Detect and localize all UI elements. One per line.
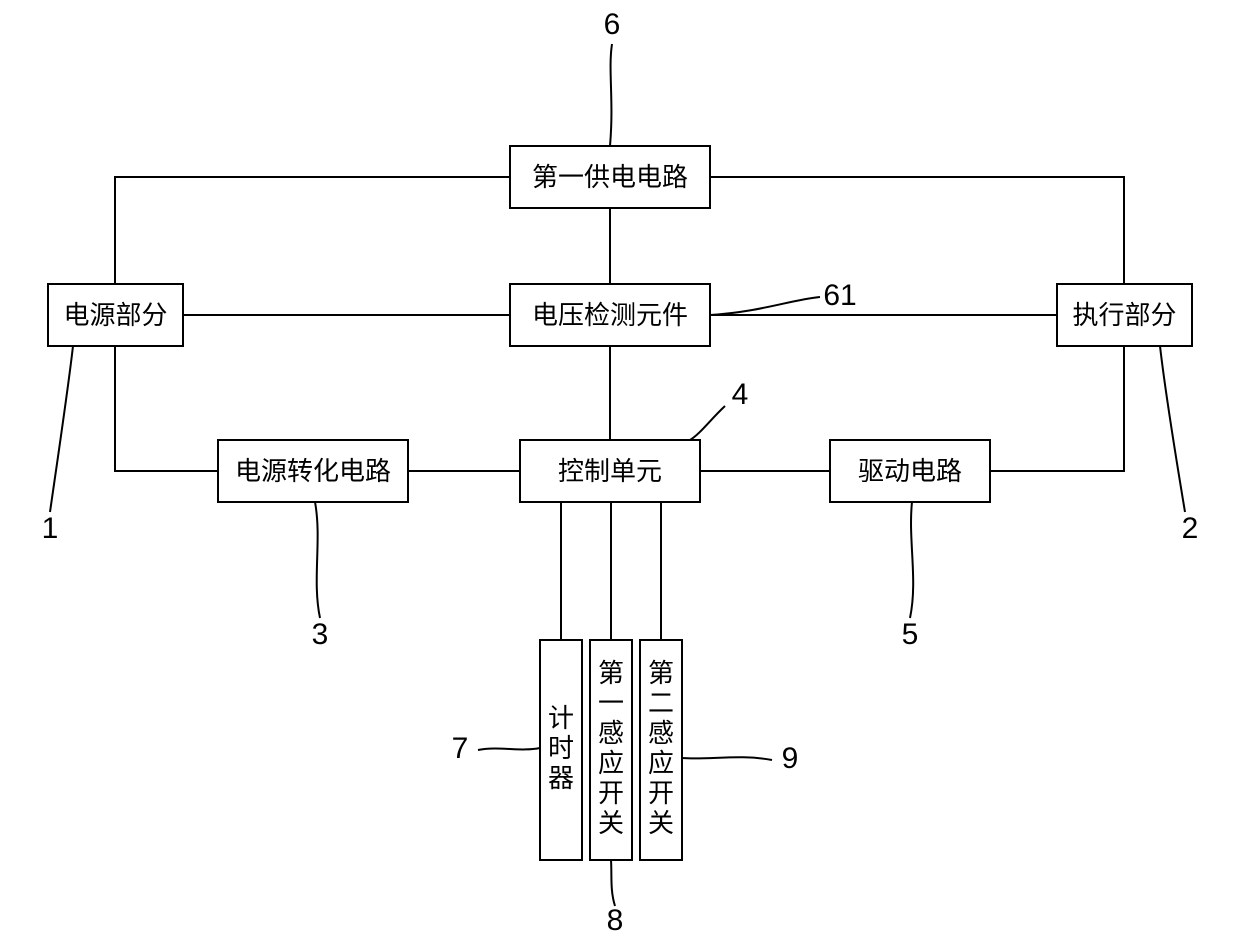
block-label: 电源部分 — [63, 300, 167, 330]
callout-number: 2 — [1182, 512, 1199, 545]
connector — [115, 177, 510, 284]
callout-number: 8 — [607, 904, 624, 937]
block-n4: 控制单元 — [520, 440, 700, 502]
block-n2: 执行部分 — [1057, 284, 1192, 346]
block-n6: 第一供电电路 — [510, 146, 710, 208]
block-label: 驱动电路 — [858, 456, 962, 486]
callout-number: 4 — [732, 378, 749, 411]
block-n1: 电源部分 — [48, 284, 183, 346]
block-n5: 驱动电路 — [830, 440, 990, 502]
block-label: 电源转化电路 — [235, 456, 391, 486]
leader-line — [710, 297, 820, 315]
leader-line — [315, 502, 320, 618]
leader-line — [611, 860, 615, 906]
block-n3: 电源转化电路 — [218, 440, 408, 502]
callout-number: 5 — [902, 618, 919, 651]
callout-number: 1 — [42, 512, 59, 545]
block-n8: 第一感应开关 — [590, 640, 632, 860]
leader-line — [690, 406, 725, 440]
connector — [710, 177, 1124, 284]
leader-line — [682, 757, 772, 760]
block-n7: 计时器 — [540, 640, 582, 860]
leader-line — [478, 748, 540, 750]
block-label: 第一供电电路 — [532, 162, 688, 192]
callout-number: 6 — [604, 8, 621, 41]
callout-number: 9 — [782, 742, 799, 775]
connector — [990, 346, 1124, 471]
block-label: 电压检测元件 — [532, 300, 688, 330]
callout-number: 61 — [823, 279, 856, 312]
leader-line — [910, 502, 913, 618]
block-label: 计时器 — [548, 703, 574, 793]
block-label: 第一感应开关 — [598, 658, 624, 838]
leader-line — [1160, 346, 1185, 512]
callout-number: 3 — [312, 618, 329, 651]
block-label: 执行部分 — [1072, 300, 1176, 330]
callout-number: 7 — [452, 732, 469, 765]
leader-line — [50, 346, 73, 512]
block-n9: 第二感应开关 — [640, 640, 682, 860]
block-n61: 电压检测元件 — [510, 284, 710, 346]
leader-line — [610, 44, 612, 146]
connector — [115, 346, 218, 471]
block-label: 第二感应开关 — [648, 658, 674, 838]
block-label: 控制单元 — [558, 456, 662, 486]
